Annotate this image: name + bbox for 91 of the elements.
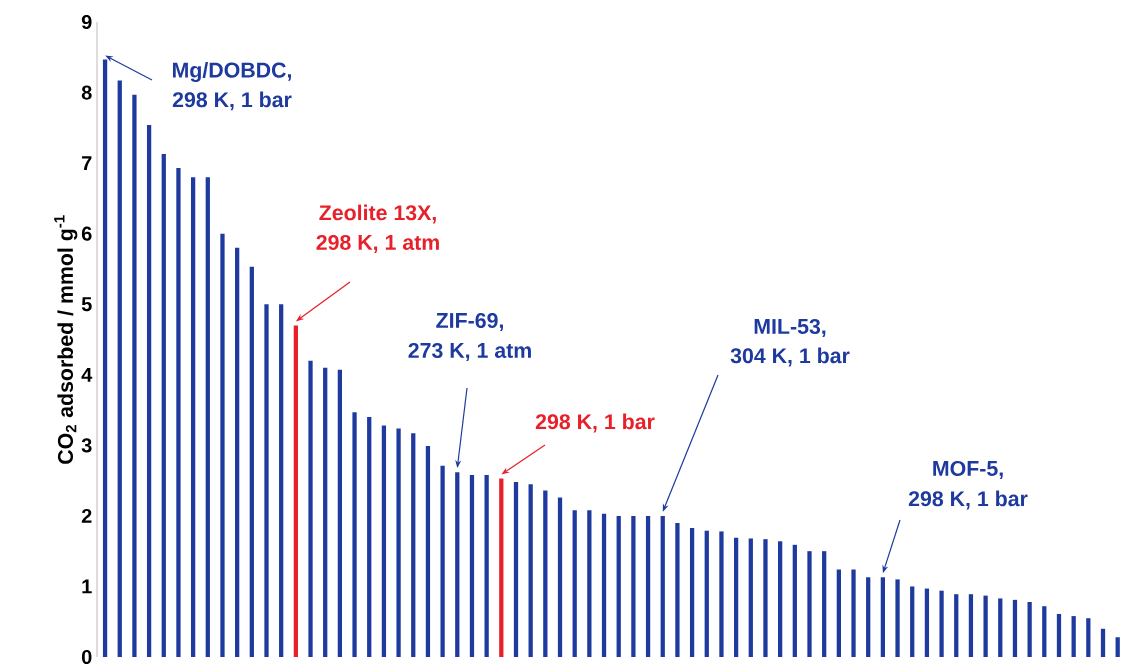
bar	[807, 551, 812, 657]
bar	[1071, 616, 1076, 657]
y-tick-label: 5	[81, 297, 92, 312]
bar	[822, 551, 827, 657]
bar	[440, 465, 445, 657]
y-tick-label: 0	[81, 649, 92, 665]
annotation: 273 K, 1 atm	[408, 342, 531, 362]
bar	[308, 360, 313, 657]
bar	[396, 428, 401, 657]
y-tick-label: 3	[81, 438, 92, 453]
annotation: Zeolite 13X,	[319, 204, 436, 224]
bar	[455, 472, 460, 657]
bar	[264, 304, 269, 657]
annotation: 304 K, 1 bar	[730, 347, 850, 367]
bar	[499, 478, 504, 657]
bar	[513, 482, 519, 657]
y-tick-label: 4	[81, 367, 93, 382]
bar	[895, 579, 900, 657]
annotation: MOF-5,	[933, 460, 1003, 480]
annotation: ZIF-69,	[436, 312, 503, 332]
bar	[719, 531, 724, 657]
bar	[176, 168, 181, 657]
bar	[117, 80, 122, 657]
bar	[337, 369, 343, 657]
annotation: 298 K, 1 bar	[172, 91, 292, 111]
bar	[631, 515, 636, 657]
bar	[763, 539, 768, 657]
bar	[1115, 637, 1120, 657]
bar	[411, 433, 416, 657]
bar	[572, 510, 577, 657]
bar	[645, 515, 651, 657]
bar	[660, 515, 665, 657]
bar	[1012, 599, 1018, 657]
bar	[161, 153, 166, 657]
y-tick-label: 9	[81, 14, 92, 30]
bar	[381, 425, 387, 657]
y-tick-label: 1	[82, 579, 92, 594]
bar	[1100, 628, 1106, 657]
bar	[616, 515, 621, 657]
bar	[352, 412, 357, 657]
bar	[983, 595, 988, 657]
bar	[587, 510, 592, 657]
bar	[484, 474, 489, 657]
bar	[132, 94, 137, 657]
bar	[733, 537, 739, 657]
bar	[704, 530, 709, 657]
y-tick-label: 7	[82, 156, 92, 170]
bar	[675, 522, 680, 657]
bar	[866, 577, 871, 657]
y-axis-title: CO$_{2}$ adsorbed / mmol g$^{-1}$	[54, 215, 78, 464]
bar	[557, 497, 563, 657]
bar	[249, 266, 254, 657]
bar	[146, 125, 152, 657]
bar	[220, 233, 225, 657]
bar	[1086, 618, 1091, 657]
bar	[778, 541, 783, 657]
bar	[689, 527, 695, 657]
bar	[1027, 601, 1032, 657]
bar	[469, 474, 475, 657]
bar	[954, 594, 959, 657]
annotation: 298 K, 1 bar	[908, 490, 1028, 510]
annotation: 298 K, 1 atm	[316, 234, 439, 254]
bar	[1056, 613, 1062, 657]
bar	[543, 490, 548, 657]
bar	[425, 446, 431, 657]
bar	[190, 177, 196, 657]
bar	[880, 577, 886, 657]
bar	[998, 598, 1003, 657]
bar	[205, 177, 210, 657]
bar	[235, 247, 240, 657]
bar	[910, 586, 915, 657]
bar	[279, 304, 284, 657]
annotation: 298 K, 1 bar	[535, 413, 655, 433]
bar	[367, 417, 372, 657]
y-tick-label: 2	[81, 508, 92, 523]
bar	[601, 513, 607, 657]
bar	[836, 569, 841, 657]
y-tick-label: 8	[81, 85, 92, 100]
annotation: Mg/DOBDC,	[172, 62, 292, 82]
annotation: MIL-53,	[754, 318, 826, 338]
bar	[323, 367, 328, 657]
bar	[748, 538, 753, 657]
bar	[528, 484, 533, 657]
bar	[293, 325, 298, 657]
bar	[1042, 606, 1047, 657]
bar	[924, 588, 930, 657]
bar	[792, 544, 797, 657]
bar	[851, 569, 856, 657]
y-tick-label: 6	[81, 226, 92, 241]
bar	[939, 590, 944, 657]
bar	[968, 594, 974, 657]
